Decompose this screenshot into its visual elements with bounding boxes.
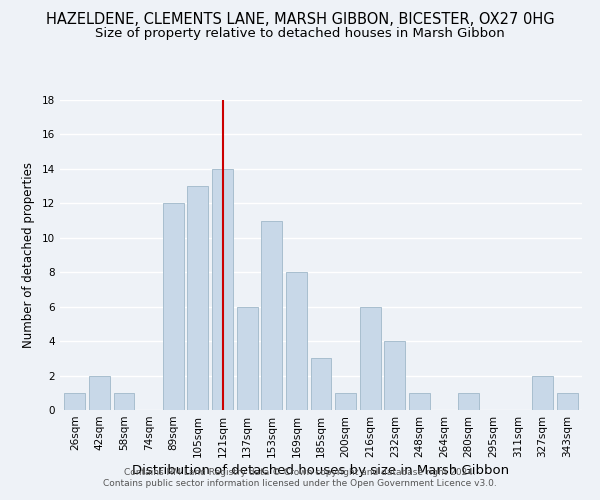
Bar: [385, 341, 406, 410]
Bar: [212, 169, 233, 410]
Bar: [557, 393, 578, 410]
Bar: [236, 306, 257, 410]
Bar: [113, 393, 134, 410]
Bar: [163, 204, 184, 410]
Y-axis label: Number of detached properties: Number of detached properties: [22, 162, 35, 348]
Bar: [335, 393, 356, 410]
Text: Size of property relative to detached houses in Marsh Gibbon: Size of property relative to detached ho…: [95, 28, 505, 40]
Bar: [261, 220, 282, 410]
Bar: [311, 358, 331, 410]
Bar: [458, 393, 479, 410]
Text: Contains HM Land Registry data © Crown copyright and database right 2024.
Contai: Contains HM Land Registry data © Crown c…: [103, 468, 497, 487]
Bar: [286, 272, 307, 410]
Bar: [532, 376, 553, 410]
Text: HAZELDENE, CLEMENTS LANE, MARSH GIBBON, BICESTER, OX27 0HG: HAZELDENE, CLEMENTS LANE, MARSH GIBBON, …: [46, 12, 554, 28]
Bar: [89, 376, 110, 410]
X-axis label: Distribution of detached houses by size in Marsh Gibbon: Distribution of detached houses by size …: [133, 464, 509, 477]
Bar: [64, 393, 85, 410]
Bar: [409, 393, 430, 410]
Bar: [360, 306, 381, 410]
Bar: [187, 186, 208, 410]
